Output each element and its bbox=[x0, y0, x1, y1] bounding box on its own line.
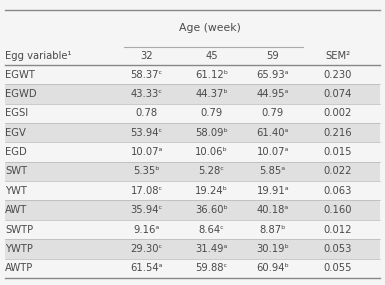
Text: 5.85ᵃ: 5.85ᵃ bbox=[259, 166, 286, 176]
Text: 19.91ᵃ: 19.91ᵃ bbox=[256, 186, 289, 196]
Bar bbox=[5, 162, 380, 181]
Text: 58.09ᵇ: 58.09ᵇ bbox=[195, 128, 228, 138]
Text: 0.216: 0.216 bbox=[323, 128, 352, 138]
Text: 44.37ᵇ: 44.37ᵇ bbox=[195, 89, 228, 99]
Text: 61.12ᵇ: 61.12ᵇ bbox=[195, 70, 228, 80]
Text: 10.07ᵃ: 10.07ᵃ bbox=[256, 147, 289, 157]
Text: 0.074: 0.074 bbox=[323, 89, 352, 99]
Text: 0.160: 0.160 bbox=[323, 205, 352, 215]
Text: 0.063: 0.063 bbox=[323, 186, 352, 196]
Text: AWTP: AWTP bbox=[5, 263, 33, 273]
Text: AWT: AWT bbox=[5, 205, 27, 215]
Text: 0.012: 0.012 bbox=[323, 225, 352, 235]
Text: 32: 32 bbox=[140, 51, 153, 61]
Text: SWT: SWT bbox=[5, 166, 27, 176]
Text: 61.54ᵃ: 61.54ᵃ bbox=[130, 263, 163, 273]
Text: EGWD: EGWD bbox=[5, 89, 37, 99]
Text: 0.055: 0.055 bbox=[323, 263, 352, 273]
Text: 58.37ᶜ: 58.37ᶜ bbox=[131, 70, 163, 80]
Text: 0.022: 0.022 bbox=[323, 166, 352, 176]
Text: Egg variable¹: Egg variable¹ bbox=[5, 51, 72, 61]
Bar bbox=[5, 123, 380, 142]
Text: YWT: YWT bbox=[5, 186, 27, 196]
Text: EGD: EGD bbox=[5, 147, 27, 157]
Text: EGV: EGV bbox=[5, 128, 26, 138]
Text: 0.002: 0.002 bbox=[323, 108, 352, 118]
Text: 0.053: 0.053 bbox=[323, 244, 352, 254]
Text: SWTP: SWTP bbox=[5, 225, 33, 235]
Text: 53.94ᶜ: 53.94ᶜ bbox=[131, 128, 163, 138]
Text: Age (week): Age (week) bbox=[179, 23, 241, 33]
Text: 30.19ᵇ: 30.19ᵇ bbox=[256, 244, 289, 254]
Text: 35.94ᶜ: 35.94ᶜ bbox=[131, 205, 163, 215]
Text: 31.49ᵃ: 31.49ᵃ bbox=[195, 244, 228, 254]
Text: 19.24ᵇ: 19.24ᵇ bbox=[195, 186, 228, 196]
Bar bbox=[5, 84, 380, 104]
Text: 0.230: 0.230 bbox=[323, 70, 352, 80]
Text: 8.87ᵇ: 8.87ᵇ bbox=[259, 225, 286, 235]
Text: 65.93ᵃ: 65.93ᵃ bbox=[256, 70, 289, 80]
Text: 0.015: 0.015 bbox=[323, 147, 352, 157]
Text: 5.35ᵇ: 5.35ᵇ bbox=[133, 166, 160, 176]
Text: 0.78: 0.78 bbox=[136, 108, 158, 118]
Text: 61.40ᵃ: 61.40ᵃ bbox=[256, 128, 289, 138]
Text: 8.64ᶜ: 8.64ᶜ bbox=[199, 225, 224, 235]
Bar bbox=[5, 239, 380, 258]
Text: 9.16ᵃ: 9.16ᵃ bbox=[134, 225, 160, 235]
Text: 10.07ᵃ: 10.07ᵃ bbox=[131, 147, 163, 157]
Text: 59: 59 bbox=[266, 51, 279, 61]
Text: 45: 45 bbox=[205, 51, 218, 61]
Text: 60.94ᵇ: 60.94ᵇ bbox=[256, 263, 289, 273]
Text: 43.33ᶜ: 43.33ᶜ bbox=[131, 89, 162, 99]
Text: 59.88ᶜ: 59.88ᶜ bbox=[196, 263, 228, 273]
Bar bbox=[5, 200, 380, 220]
Text: 0.79: 0.79 bbox=[201, 108, 223, 118]
Text: EGSI: EGSI bbox=[5, 108, 28, 118]
Text: YWTP: YWTP bbox=[5, 244, 33, 254]
Text: 29.30ᶜ: 29.30ᶜ bbox=[131, 244, 163, 254]
Text: 36.60ᵇ: 36.60ᵇ bbox=[195, 205, 228, 215]
Text: 10.06ᵇ: 10.06ᵇ bbox=[195, 147, 228, 157]
Text: 0.79: 0.79 bbox=[262, 108, 284, 118]
Text: 40.18ᵃ: 40.18ᵃ bbox=[256, 205, 289, 215]
Text: 5.28ᶜ: 5.28ᶜ bbox=[199, 166, 224, 176]
Text: 17.08ᶜ: 17.08ᶜ bbox=[131, 186, 163, 196]
Text: EGWT: EGWT bbox=[5, 70, 35, 80]
Text: SEM²: SEM² bbox=[325, 51, 350, 61]
Text: 44.95ᵃ: 44.95ᵃ bbox=[256, 89, 289, 99]
